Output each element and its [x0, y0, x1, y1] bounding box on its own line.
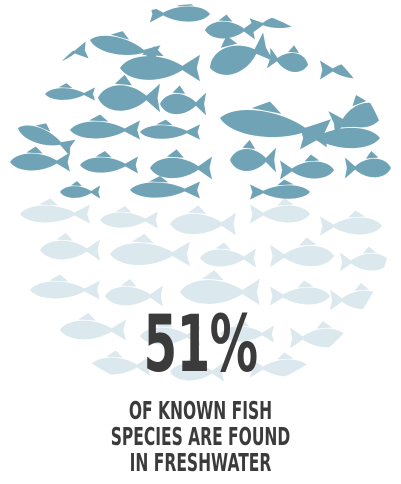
fish-silhouette-lower [180, 270, 260, 306]
fish-silhouette-lower [60, 312, 126, 341]
fish-silhouette-upper [205, 14, 255, 40]
fish-silhouette-upper [160, 85, 206, 116]
fish-silhouette-upper [345, 150, 391, 179]
fish-silhouette-lower [270, 280, 330, 306]
fish-silhouette-upper [80, 151, 138, 174]
fish-silhouette-upper [266, 45, 308, 72]
fish-silhouette-upper [18, 123, 76, 156]
stat-value: 51% [143, 300, 259, 390]
fish-silhouette-lower [320, 351, 360, 372]
fish-silhouette-lower [110, 233, 190, 267]
fish-silhouette-upper [150, 4, 210, 23]
fish-silhouette-upper [120, 46, 200, 82]
fish-silhouette-lower [290, 320, 348, 349]
fish-silhouette-upper [60, 181, 100, 199]
fish-silhouette-upper [70, 114, 140, 140]
fish-silhouette-upper [230, 139, 276, 173]
fish-silhouette-upper [220, 101, 331, 148]
fish-silhouette-upper [140, 119, 200, 140]
fish-silhouette-upper [328, 95, 384, 137]
caption-line-3: IN FRESHWATER [129, 448, 272, 477]
fish-silhouette-upper [30, 41, 89, 65]
fish-silhouette-upper [210, 32, 274, 75]
fish-silhouette-upper [130, 176, 200, 199]
fish-silhouette-lower [250, 352, 310, 378]
fish-silhouette-lower [270, 237, 334, 268]
fish-silhouette-upper [150, 149, 212, 180]
fish-silhouette-lower [20, 198, 90, 224]
fish-silhouette-upper [90, 31, 161, 64]
stat-caption: OF KNOWN FISH SPECIES ARE FOUND IN FRESH… [76, 398, 325, 476]
fish-silhouette-upper [98, 74, 160, 113]
fish-silhouette-lower [220, 320, 274, 343]
fish-silhouette-lower [320, 210, 382, 236]
fish-silhouette-upper [250, 179, 310, 200]
fish-silhouette-upper [10, 146, 70, 172]
fish-silhouette-lower [40, 232, 100, 261]
caption-line-2: SPECIES ARE FOUND [110, 422, 291, 451]
fish-silhouette-upper [280, 154, 334, 180]
fish-silhouette-lower [140, 320, 200, 346]
fish-silhouette-lower [100, 206, 158, 229]
fish-silhouette-upper [249, 9, 306, 34]
fish-silhouette-lower [30, 274, 100, 300]
fish-silhouette-lower [105, 278, 163, 307]
fish-silhouette-upper [300, 119, 380, 150]
fish-silhouette-lower [330, 282, 384, 311]
fish-silhouette-lower [170, 205, 236, 236]
caption-line-1: OF KNOWN FISH [128, 396, 273, 425]
fish-school [10, 4, 391, 382]
fish-silhouette-upper [320, 54, 378, 80]
fish-silhouette-lower [200, 242, 256, 268]
fish-silhouette-upper [45, 83, 95, 101]
fish-silhouette-lower [90, 350, 150, 376]
fish-silhouette-lower [250, 198, 310, 224]
fish-silhouette-lower [170, 356, 224, 382]
fish-silhouette-lower [340, 246, 390, 272]
